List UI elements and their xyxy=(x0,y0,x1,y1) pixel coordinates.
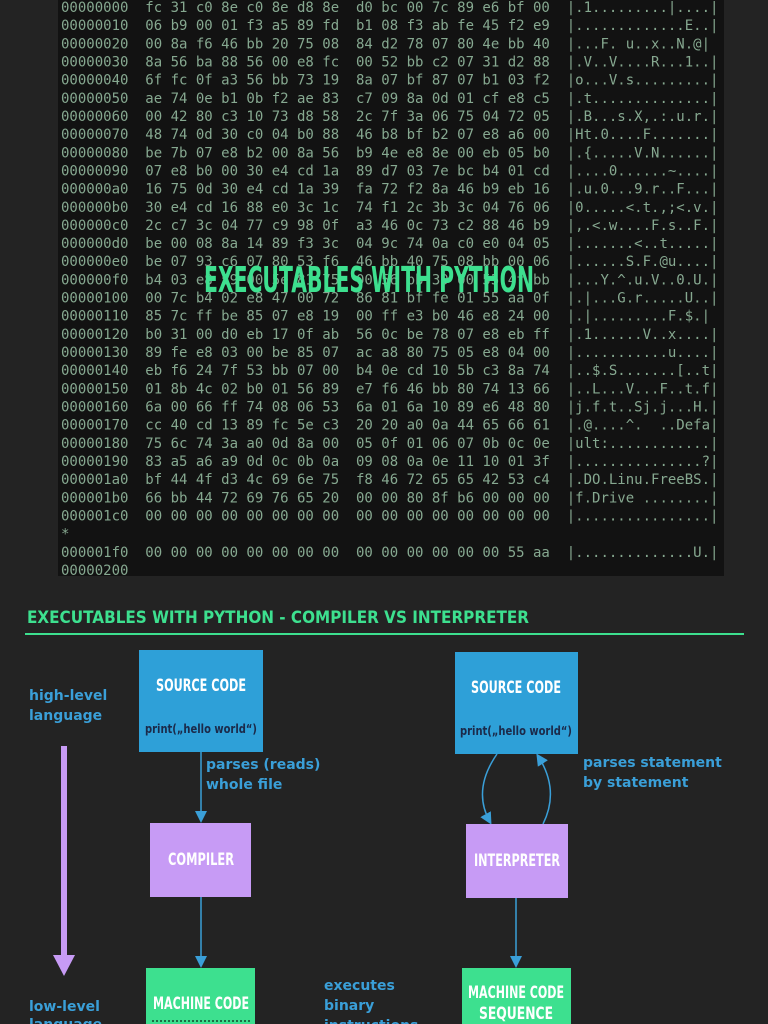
source-code: print(„hello world“) xyxy=(145,722,257,736)
hex-line: 000000c0 2c c7 3c 04 77 c9 98 0f a3 46 0… xyxy=(61,218,718,234)
hexdump-panel xyxy=(58,0,724,576)
overlay-title: EXECUTABLES WITH PYTHON xyxy=(204,260,534,301)
level-arrowhead xyxy=(53,955,75,976)
hex-line: 00000120 b0 31 00 d0 eb 17 0f ab 56 0c b… xyxy=(61,327,718,343)
hex-line: 000001b0 66 bb 44 72 69 76 65 20 00 00 8… xyxy=(61,490,718,506)
level-label: low-level xyxy=(29,999,100,1015)
hex-line: 00000190 83 a5 a6 a9 0d 0c 0b 0a 09 08 0… xyxy=(61,454,718,470)
arrow xyxy=(480,753,498,825)
machine-code-box xyxy=(146,968,255,1024)
hex-line: 00000030 8a 56 ba 88 56 00 e8 fc 00 52 b… xyxy=(61,54,718,70)
machine-code-label: SEQUENCE xyxy=(479,1004,553,1024)
run-label: binary xyxy=(324,998,374,1014)
compiler-box xyxy=(150,823,251,897)
machine-code-label: MACHINE CODE xyxy=(153,994,249,1014)
run-label: executes xyxy=(324,978,395,994)
hex-line: 000000b0 30 e4 cd 16 88 e0 3c 1c 74 f1 2… xyxy=(61,200,718,216)
hex-line: 00000080 be 7b 07 e8 b2 00 8a 56 b9 4e e… xyxy=(61,145,718,161)
source-box xyxy=(455,652,578,754)
level-label: language xyxy=(29,708,102,724)
hex-line: 00000140 eb f6 24 7f 53 bb 07 00 b4 0e c… xyxy=(61,363,718,379)
hex-line: 00000040 6f fc 0f a3 56 bb 73 19 8a 07 b… xyxy=(61,73,718,89)
source-title: SOURCE CODE xyxy=(471,678,561,698)
arrow xyxy=(536,753,552,825)
hex-line: 00000000 fc 31 c0 8e c0 8e d8 8e d0 bc 0… xyxy=(61,0,718,16)
hex-line: * xyxy=(61,527,69,543)
hex-line: 000001c0 00 00 00 00 00 00 00 00 00 00 0… xyxy=(61,508,718,524)
level-label: language xyxy=(29,1017,102,1024)
hex-line: 00000090 07 e8 b0 00 30 e4 cd 1a 89 d7 0… xyxy=(61,163,718,179)
hex-line: 00000070 48 74 0d 30 c0 04 b0 88 46 b8 b… xyxy=(61,127,718,143)
hex-line: 00000200 xyxy=(61,563,128,579)
step-label: by statement xyxy=(583,775,689,791)
hex-line: 00000180 75 6c 74 3a a0 0d 8a 00 05 0f 0… xyxy=(61,436,718,452)
machine-code-label: MACHINE CODE xyxy=(468,983,564,1003)
level-label: high-level xyxy=(29,688,107,704)
hex-line: 000000e0 be 07 93 c6 07 80 53 f6 46 bb 4… xyxy=(61,254,718,270)
hex-line: 00000160 6a 00 66 ff 74 08 06 53 6a 01 6… xyxy=(61,400,718,416)
source-code: print(„hello world“) xyxy=(460,724,572,738)
machine-code-box xyxy=(462,968,571,1024)
compiler-label: COMPILER xyxy=(168,850,234,870)
interpreter-label: INTERPRETER xyxy=(474,851,560,871)
hexdump: 00000000 fc 31 c0 8e c0 8e d8 8e d0 bc 0… xyxy=(61,0,718,579)
step-label: parses (reads) xyxy=(206,757,320,773)
hex-line: 00000010 06 b9 00 01 f3 a5 89 fd b1 08 f… xyxy=(61,18,718,34)
hex-line: 00000150 01 8b 4c 02 b0 01 56 89 e7 f6 4… xyxy=(61,381,718,397)
step-label: whole file xyxy=(206,777,282,793)
source-title: SOURCE CODE xyxy=(156,676,246,696)
hex-line: 000000a0 16 75 0d 30 e4 cd 1a 39 fa 72 f… xyxy=(61,182,718,198)
hex-line: 00000130 89 fe e8 03 00 be 85 07 ac a8 8… xyxy=(61,345,718,361)
hex-line: 00000110 85 7c ff be 85 07 e8 19 00 ff e… xyxy=(61,309,710,325)
hex-line: 00000060 00 42 80 c3 10 73 d8 58 2c 7f 3… xyxy=(61,109,718,125)
hex-line: 00000020 00 8a f6 46 bb 20 75 08 84 d2 7… xyxy=(61,36,710,52)
hex-line: 00000100 00 7c b4 02 e8 47 00 72 86 81 b… xyxy=(61,291,718,307)
step-label: parses statement xyxy=(583,755,722,771)
hex-line: 00000170 cc 40 cd 13 89 fc 5e c3 20 20 a… xyxy=(61,418,718,434)
hex-line: 00000050 ae 74 0e b1 0b f2 ae 83 c7 09 8… xyxy=(61,91,718,107)
hex-line: 000001f0 00 00 00 00 00 00 00 00 00 00 0… xyxy=(61,545,718,561)
hex-line: 000000d0 be 00 08 8a 14 89 f3 3c 04 9c 7… xyxy=(61,236,718,252)
interpreter-box xyxy=(466,824,568,898)
run-label: instructions xyxy=(324,1018,418,1024)
source-box xyxy=(139,650,263,752)
hex-line: 000000f0 b4 03 e8 59 00 5e 81 75 00 56 b… xyxy=(61,272,718,288)
section-title: EXECUTABLES WITH PYTHON - COMPILER VS IN… xyxy=(27,608,529,628)
hex-line: 000001a0 bf 44 4f d3 4c 69 6e 75 f8 46 7… xyxy=(61,472,718,488)
